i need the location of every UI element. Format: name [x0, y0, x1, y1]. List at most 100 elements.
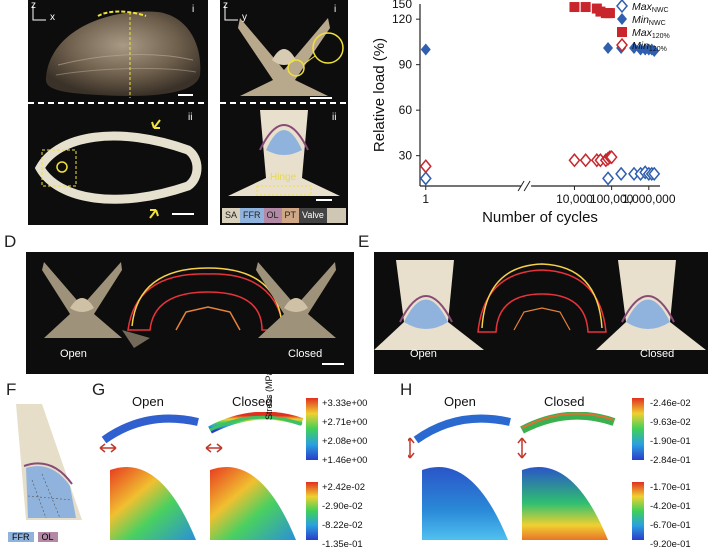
data-point-2 [595, 6, 606, 17]
axis-break-mark [517, 180, 525, 192]
legend-ffr: FFR [240, 208, 264, 223]
tick: -2.84e-01 [650, 455, 691, 466]
tick: -2.46e-02 [650, 398, 691, 409]
panel-f-legend: FFR OL [8, 532, 58, 542]
hinge-label: Hinge [270, 172, 297, 183]
axis-glyph [32, 6, 46, 21]
data-point-3 [605, 150, 618, 165]
data-point-0 [648, 166, 661, 182]
y-tick-label-top: 150 [392, 0, 412, 11]
panel-letter-f: F [6, 380, 17, 399]
tick: +3.33e+00 [322, 398, 368, 409]
legend-marker [617, 27, 627, 37]
y-axis-label: Relative load (%) [371, 38, 388, 152]
data-point-0 [615, 166, 628, 182]
x-axis-label: Number of cycles [482, 209, 598, 226]
arrow-vertical-icon [517, 437, 527, 459]
tick: -2.90e-02 [322, 501, 363, 512]
panel-letter-d: D [4, 232, 17, 251]
arrow-vertical-icon [408, 437, 415, 459]
axis-label-x: x [50, 12, 55, 23]
panel-e-schematic [374, 260, 706, 350]
tick: -1.70e-01 [650, 482, 691, 493]
panel-letter-h: H [400, 380, 413, 399]
tick: +2.71e+00 [322, 417, 368, 428]
x-tick-label: 100,000 [590, 192, 634, 206]
legend-ffr: FFR [8, 532, 34, 542]
panel-a: z x i ii [28, 0, 208, 225]
arrow-up-icon [151, 119, 161, 129]
label-open: Open [444, 394, 476, 409]
tick: -9.63e-02 [650, 417, 691, 428]
tick: -1.35e-01 [322, 539, 363, 550]
arrow-horizontal-icon [99, 443, 117, 453]
colorbar-h [632, 398, 644, 540]
data-point-1 [420, 43, 431, 56]
label-open: Open [60, 348, 87, 360]
label-closed: Closed [640, 348, 675, 360]
material-legend: SA FFR OL PT Valve [222, 208, 346, 223]
axis-label-z: z [31, 0, 36, 11]
panel-letter-g: G [92, 380, 106, 399]
label-closed: Closed [544, 394, 585, 409]
x-tick-label: 1 [422, 192, 429, 206]
sub-label-ii: ii [332, 112, 337, 123]
label-closed: Closed [232, 394, 273, 409]
legend-marker [616, 0, 628, 14]
panel-d-photo [42, 262, 344, 365]
tick: +2.08e+00 [322, 436, 368, 447]
panel-g-fea [99, 412, 304, 540]
panel-letter-e: E [358, 232, 370, 251]
legend-label-sub: 120% [652, 33, 670, 40]
zoom-circle [312, 32, 344, 64]
data-point-0 [602, 171, 615, 186]
legend-marker [616, 37, 628, 53]
axis-break-gap [521, 181, 532, 191]
tick: -9.20e-01 [650, 539, 691, 550]
data-point-3 [419, 159, 432, 174]
legend-label: MinNWC [632, 14, 666, 27]
label-open: Open [410, 348, 437, 360]
colorbar-h-ticks-top: -2.46e-02 -9.63e-02 -1.90e-01 -2.84e-01 [650, 394, 691, 470]
legend-label-sub: NWC [649, 20, 666, 27]
data-point-0 [419, 171, 432, 186]
x-tick-label: 1,000,000 [622, 192, 676, 206]
panel-h-fea [408, 412, 616, 540]
hinge-box [41, 149, 77, 187]
data-point-1 [649, 45, 660, 58]
legend-label-sub: NWC [652, 7, 669, 14]
data-point-1 [603, 41, 614, 54]
sub-label-ii: ii [188, 112, 193, 123]
legend-sa: SA [222, 208, 241, 223]
label-open: Open [132, 394, 164, 409]
y-tick-label: 30 [399, 149, 413, 163]
arrow-horizontal-icon [205, 443, 223, 453]
panel-a-photo [28, 6, 208, 219]
legend-valve: Valve [299, 208, 327, 223]
sub-label-i: i [334, 4, 337, 15]
panel-e: Open Closed [374, 252, 708, 374]
hinge-photo [238, 18, 330, 96]
legend-label: Min120% [632, 40, 667, 53]
axis-label-z: z [223, 0, 228, 11]
data-point-3 [579, 153, 592, 168]
data-point-2 [604, 8, 615, 19]
axis-break-mark [523, 180, 531, 192]
y-tick-label: 90 [399, 58, 413, 72]
data-point-2 [569, 2, 580, 13]
tick: +2.42e-02 [322, 482, 366, 493]
y-tick-label: 60 [399, 103, 413, 117]
data-point-3 [568, 153, 581, 168]
sub-label-i: i [192, 4, 195, 15]
tick: -6.70e-01 [650, 520, 691, 531]
x-tick-label: 10,000 [556, 192, 593, 206]
legend-label: MaxNWC [632, 1, 669, 14]
panel-b-photo [220, 6, 348, 201]
panel-b: z y i ii Hinge SA FFR OL PT Valve [220, 0, 348, 225]
tick: +1.46e+00 [322, 455, 368, 466]
legend-ol: OL [263, 208, 282, 223]
tick: -8.22e-02 [322, 520, 363, 531]
y-tick-label: 120 [392, 12, 412, 26]
colorbar-g-label-top: Stress (MPa) [264, 367, 274, 420]
